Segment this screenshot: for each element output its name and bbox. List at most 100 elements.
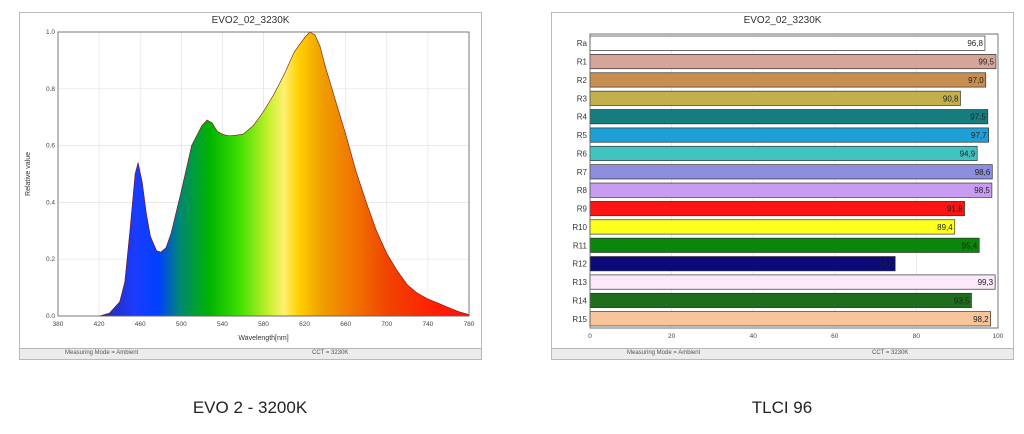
cri-bar bbox=[589, 90, 961, 106]
spectrum-data-point bbox=[222, 133, 223, 135]
cri-bar bbox=[589, 145, 978, 161]
spectrum-x-tick-label: 740 bbox=[422, 321, 433, 328]
spectrum-y-tick-label: 0.2 bbox=[46, 256, 55, 263]
spectrum-y-tick-label: 0.6 bbox=[46, 143, 55, 150]
spectrum-data-point bbox=[124, 281, 126, 283]
cri-value-label: 97,0 bbox=[968, 76, 984, 85]
cri-bar bbox=[589, 54, 997, 70]
spectrum-data-point bbox=[145, 213, 147, 215]
cri-x-tick-label: 0 bbox=[588, 333, 592, 340]
cri-bar bbox=[589, 127, 989, 143]
cri-x-tick-label: 100 bbox=[993, 333, 1004, 340]
spectrum-data-point bbox=[458, 311, 460, 313]
spectrum-data-point bbox=[304, 37, 305, 39]
spectrum-data-point bbox=[263, 111, 264, 112]
spectrum-data-point bbox=[427, 298, 429, 300]
cri-x-tick-label: 80 bbox=[913, 333, 921, 340]
spectrum-data-point bbox=[293, 51, 295, 53]
spectrum-x-axis-label: Wavelength[nm] bbox=[238, 335, 288, 342]
cri-category-label: R10 bbox=[572, 223, 587, 232]
cri-value-label: 89,4 bbox=[937, 223, 953, 232]
cri-x-tick-label: 60 bbox=[831, 333, 839, 340]
spectrum-status-bar: Measuring Mode = Ambient CCT = 3230K bbox=[20, 348, 481, 359]
spectrum-data-point bbox=[160, 251, 162, 253]
spectrum-data-point bbox=[170, 233, 172, 235]
spectrum-caption: EVO 2 - 3200K bbox=[192, 398, 308, 417]
cri-value-label: 91,8 bbox=[947, 205, 963, 214]
cri-category-label: R1 bbox=[577, 58, 588, 67]
spectrum-y-tick-label: 1.0 bbox=[46, 29, 55, 36]
cri-value-label: 95,4 bbox=[962, 241, 978, 250]
spectrum-chart-panel: EVO2_02_3230K 380 420 460 500 540 580 620 660 70… bbox=[19, 12, 482, 360]
spectrum-data-point bbox=[283, 74, 285, 75]
spectrum-data-point bbox=[252, 125, 254, 127]
spectrum-data-point bbox=[232, 135, 234, 137]
cri-status-bar: Measuring Mode = Ambient CCT = 3230K bbox=[552, 348, 1013, 359]
spectrum-data-point bbox=[129, 230, 131, 232]
spectrum-data-point bbox=[165, 247, 167, 249]
spectrum-data-point bbox=[345, 133, 347, 135]
spectrum-data-point bbox=[335, 99, 336, 101]
cri-value-label: 99,5 bbox=[978, 58, 994, 67]
cri-value-label: 90,8 bbox=[943, 94, 959, 103]
cri-chart-title: EVO2_02_3230K bbox=[743, 15, 822, 26]
spectrum-x-tick-label: 540 bbox=[217, 321, 228, 328]
spectrum-x-tick-label: 620 bbox=[299, 321, 310, 328]
cri-category-label: R7 bbox=[577, 168, 588, 177]
cri-category-label: R13 bbox=[572, 278, 587, 287]
cri-bar bbox=[589, 274, 996, 290]
spectrum-data-point bbox=[329, 82, 331, 84]
spectrum-data-point bbox=[180, 190, 182, 192]
spectrum-data-point bbox=[355, 170, 357, 172]
spectrum-y-tick-label: 0.4 bbox=[46, 199, 55, 206]
cri-bar-chart: 0 20 40 60 80 100 Ra 96,8 R1 99,5 R2 97,0 R3 90,8 R4 97… bbox=[572, 33, 1004, 340]
spectrum-data-point bbox=[216, 131, 218, 132]
cri-caption: TLCI 96 bbox=[751, 398, 813, 417]
cri-bar bbox=[589, 311, 992, 327]
spectrum-cct: CCT = 3230K bbox=[312, 350, 349, 356]
spectrum-plot-frame bbox=[57, 31, 470, 317]
cri-bar bbox=[589, 237, 980, 253]
cri-measuring-mode: Measuring Mode = Ambient bbox=[627, 350, 701, 356]
cri-category-label: R9 bbox=[577, 205, 588, 214]
spectrum-y-tick-label: 0.8 bbox=[46, 86, 55, 93]
spectrum-x-tick-label: 380 bbox=[53, 321, 64, 328]
cri-value-label: 99,3 bbox=[978, 278, 994, 287]
cri-category-label: R15 bbox=[572, 315, 587, 324]
spectrum-data-point bbox=[201, 125, 203, 127]
cri-bar bbox=[589, 219, 956, 235]
spectrum-data-point bbox=[273, 94, 275, 95]
cri-bar bbox=[589, 72, 987, 88]
cri-value-label: 96,8 bbox=[967, 39, 983, 48]
spectrum-data-point bbox=[156, 250, 158, 252]
spectrum-data-point bbox=[406, 284, 408, 286]
cri-value-label: 97,5 bbox=[970, 113, 986, 122]
cri-category-label: R5 bbox=[577, 131, 588, 140]
spectrum-data-point bbox=[319, 45, 321, 47]
cri-category-label: R4 bbox=[577, 113, 588, 122]
cri-category-label: R3 bbox=[577, 94, 588, 103]
spectrum-data-point bbox=[376, 230, 377, 232]
spectrum-data-point bbox=[417, 292, 419, 294]
cri-category-label: R8 bbox=[577, 186, 588, 195]
cri-category-label: Ra bbox=[577, 39, 588, 48]
spectrum-data-point bbox=[324, 65, 326, 67]
spectrum-x-tick-label: 660 bbox=[340, 321, 351, 328]
cri-value-label: 98,6 bbox=[975, 168, 991, 177]
cri-category-label: R14 bbox=[572, 296, 587, 305]
cri-plot-frame bbox=[589, 33, 999, 329]
cri-category-label: R12 bbox=[572, 260, 587, 269]
cri-bar bbox=[589, 182, 993, 198]
cri-bar bbox=[589, 164, 993, 180]
cri-value-label: 98,5 bbox=[974, 186, 990, 195]
spectrum-data-point bbox=[314, 34, 316, 36]
cri-value-label: 94,9 bbox=[960, 149, 976, 158]
spectrum-data-point bbox=[206, 119, 208, 121]
spectrum-chart: 380 420 460 500 540 580 620 660 700 740 780 0.0 0.2 0… bbox=[25, 29, 475, 342]
spectrum-y-tick-label: 0.0 bbox=[46, 313, 55, 320]
spectrum-data-point bbox=[396, 270, 398, 271]
spectrum-data-point bbox=[227, 135, 228, 137]
spectrum-data-point bbox=[137, 162, 139, 164]
spectrum-x-tick-label: 780 bbox=[464, 321, 475, 328]
spectrum-measuring-mode: Measuring Mode = Ambient bbox=[65, 350, 139, 356]
